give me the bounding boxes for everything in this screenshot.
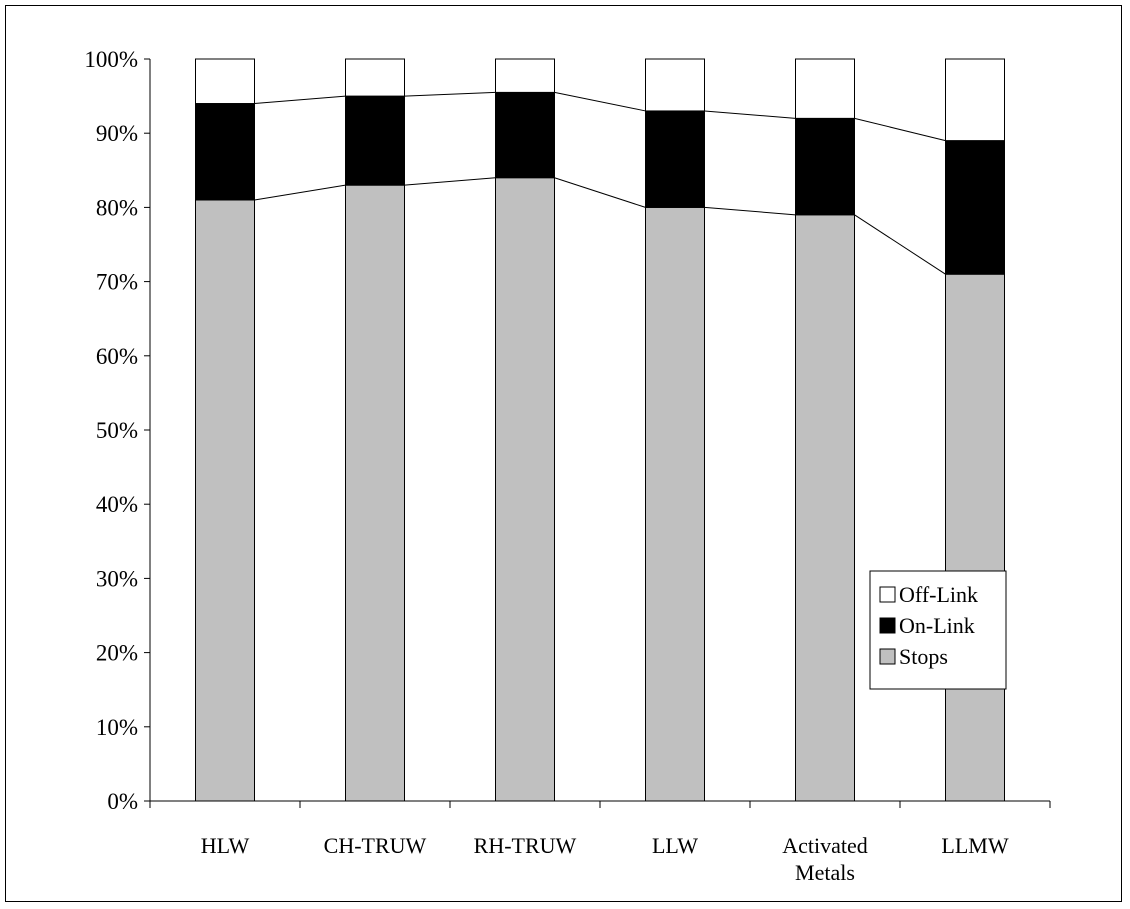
series-line <box>254 184 346 201</box>
series-line <box>254 95 346 105</box>
x-tick-label: Metals <box>795 860 855 885</box>
bar-segment-stops <box>795 214 855 802</box>
y-tick-label: 90% <box>96 121 138 146</box>
bar-segment-on-link <box>795 117 855 216</box>
series-line <box>854 117 946 142</box>
bar-segment-off-link <box>345 58 405 97</box>
legend-label: On-Link <box>899 613 975 638</box>
x-tick-label: LLW <box>652 833 698 858</box>
y-tick-label: 40% <box>96 492 138 517</box>
bar-segment-stops <box>195 199 255 802</box>
bar-segment-on-link <box>345 95 405 186</box>
legend-swatch <box>879 586 896 603</box>
bar-segment-on-link <box>945 140 1005 275</box>
y-tick-label: 20% <box>96 641 138 666</box>
chart-frame: 0% 10% 20% 30% 40% 50% 60% 70% 80% 90% 100% HLW CH-T… <box>5 5 1122 902</box>
series-line <box>554 91 646 112</box>
bar-segment-off-link <box>945 58 1005 142</box>
x-tick-label: HLW <box>201 833 250 858</box>
y-tick-label: 80% <box>96 195 138 220</box>
legend-swatch <box>879 617 896 634</box>
bar-segment-stops <box>345 184 405 802</box>
x-tick-label: Activated <box>782 833 868 858</box>
bar-segment-stops <box>945 273 1005 802</box>
series-line <box>704 206 796 216</box>
y-tick-label: 100% <box>84 47 138 72</box>
series-line <box>404 177 496 186</box>
y-tick-label: 10% <box>96 715 138 740</box>
bar-segment-on-link <box>495 91 555 179</box>
legend-swatch <box>879 648 896 665</box>
bar-segment-off-link <box>495 58 555 93</box>
bar-segment-stops <box>495 177 555 802</box>
y-tick-label: 30% <box>96 566 138 591</box>
bar-segment-on-link <box>195 103 255 201</box>
y-tick-label: 0% <box>107 789 138 814</box>
bar-segment-stops <box>645 206 705 802</box>
bar-segment-off-link <box>795 58 855 119</box>
legend-label: Off-Link <box>899 582 978 607</box>
y-tick-label: 50% <box>96 418 138 443</box>
series-line <box>554 177 646 208</box>
stacked-bar-chart: 0% 10% 20% 30% 40% 50% 60% 70% 80% 90% 100% HLW CH-T… <box>84 47 1051 885</box>
bar-segment-on-link <box>645 110 705 208</box>
y-tick-label: 60% <box>96 344 138 369</box>
x-tick-label: CH-TRUW <box>324 833 427 858</box>
series-line <box>704 110 796 119</box>
bar-segment-off-link <box>195 58 255 105</box>
series-line <box>854 214 946 275</box>
bar-segment-off-link <box>645 58 705 112</box>
series-line <box>404 91 496 97</box>
x-tick-label: LLMW <box>941 833 1008 858</box>
y-tick-label: 70% <box>96 270 138 295</box>
legend-label: Stops <box>899 644 948 669</box>
x-tick-label: RH-TRUW <box>474 833 577 858</box>
